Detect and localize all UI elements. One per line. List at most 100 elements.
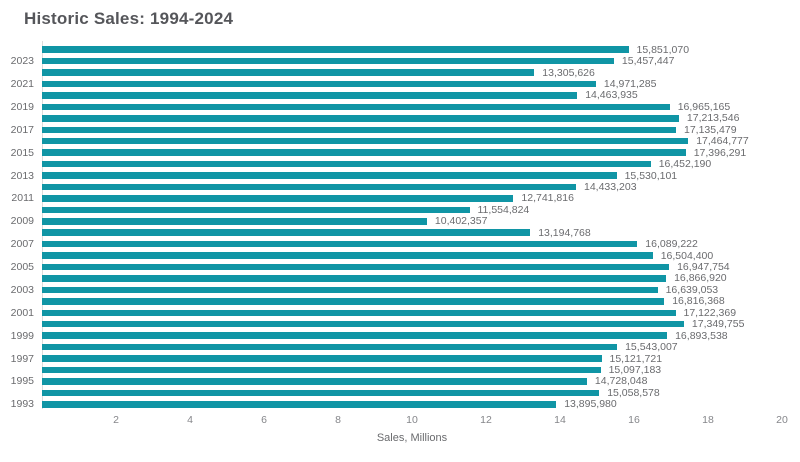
bar-2010: [42, 206, 470, 214]
chart-title: Historic Sales: 1994-2024: [24, 9, 234, 28]
value-label-1996: 15,097,183: [608, 363, 662, 376]
bar-2019: [42, 103, 670, 111]
bar-row-1997: 1997 15,121,721: [0, 352, 800, 365]
value-label-2002: 16,816,368: [672, 295, 725, 308]
bar-row-1998: 15,543,007: [0, 341, 800, 354]
bar-1997: [42, 355, 602, 362]
bar-1993: [42, 401, 557, 408]
bar-2024: [42, 46, 629, 53]
bar-2011: [42, 195, 514, 202]
value-label-2017: 17,135,479: [684, 123, 737, 136]
bar-row-2022: 13,305,626: [0, 67, 800, 79]
value-label-2023: 15,457,447: [621, 55, 675, 68]
bar-row-1996: 15,097,183: [0, 363, 800, 376]
bar-2020: [42, 92, 578, 99]
x-tick-4: 4: [187, 414, 193, 426]
bar-2016: [42, 137, 689, 145]
bar-row-2013: 2013 15,530,101: [0, 169, 800, 182]
year-label-2017: 2017: [10, 123, 34, 136]
x-axis-ticks: 2 4 6 8 10 12 14 16 18 20: [0, 414, 800, 428]
bar-2021: [42, 80, 596, 88]
value-label-1994: 15,058,578: [607, 386, 660, 399]
bar-row-2017: 2017 17,135,479: [0, 123, 800, 136]
value-label-2019: 16,965,165: [677, 100, 731, 113]
value-label-1997: 15,121,721: [609, 352, 663, 365]
value-label-1993: 13,895,980: [564, 398, 617, 411]
bar-row-2020: 14,463,935: [0, 89, 800, 102]
bar-2013: [42, 172, 617, 179]
bar-2005: [42, 263, 670, 271]
bar-row-2015: 2015 17,396,291: [0, 146, 800, 159]
x-axis-title: Sales, Millions: [376, 432, 448, 444]
value-label-2016: 17,464,777: [696, 135, 749, 148]
year-label-2009: 2009: [10, 215, 34, 228]
bar-row-2001: 2001 17,122,369: [0, 306, 800, 319]
bar-row-2011: 2011 12,741,816: [0, 192, 800, 205]
bar-row-2007: 2007 16,089,222: [0, 238, 800, 251]
bar-2003: [42, 286, 658, 294]
bar-2014: [42, 160, 651, 168]
bar-row-2000: 17,349,755: [0, 318, 800, 331]
year-label-2019: 2019: [10, 100, 34, 113]
bar-row-2016: 17,464,777: [0, 135, 800, 148]
year-label-1993: 1993: [10, 398, 34, 411]
bar-row-2019: 2019 16,965,165: [0, 100, 800, 113]
bar-2002: [42, 298, 665, 305]
value-label-2021: 14,971,285: [603, 78, 657, 91]
bar-row-2002: 16,816,368: [0, 295, 800, 308]
x-tick-20: 20: [776, 414, 788, 426]
bar-row-2003: 2003 16,639,053: [0, 283, 800, 296]
bar-2004: [42, 275, 667, 282]
value-label-2015: 17,396,291: [693, 146, 747, 159]
bar-row-1995: 1995 14,728,048: [0, 375, 800, 388]
value-label-2007: 16,089,222: [645, 238, 698, 251]
year-label-2013: 2013: [10, 169, 34, 182]
value-label-2003: 16,639,053: [665, 283, 719, 296]
bar-row-2010: 11,554,824: [0, 203, 800, 216]
bar-row-2012: 14,433,203: [0, 181, 800, 193]
bar-2001: [42, 309, 676, 317]
bar-2000: [42, 320, 684, 328]
year-label-1995: 1995: [10, 375, 34, 388]
bar-2012: [42, 183, 576, 191]
bar-1994: [42, 389, 600, 397]
x-tick-10: 10: [406, 414, 418, 426]
bar-1995: [42, 378, 587, 385]
bar-row-2005: 2005 16,947,754: [0, 261, 800, 274]
bar-2006: [42, 252, 653, 259]
bar-row-1999: 1999 16,893,538: [0, 329, 800, 342]
year-label-1997: 1997: [10, 352, 34, 365]
value-label-2014: 16,452,190: [658, 158, 712, 171]
bar-1996: [42, 366, 601, 374]
value-label-2018: 17,213,546: [686, 112, 740, 125]
bar-row-2014: 16,452,190: [0, 158, 800, 171]
bar-row-2024: 15,851,070: [0, 43, 800, 56]
bar-2007: [42, 240, 638, 248]
value-label-2011: 12,741,816: [521, 192, 574, 205]
value-label-2024: 15,851,070: [636, 43, 690, 56]
bar-row-2009: 2009 10,402,357: [0, 215, 800, 228]
bar-row-2008: 13,194,768: [0, 227, 800, 239]
bar-row-2023: 2023 15,457,447: [0, 55, 800, 68]
value-label-1999: 16,893,538: [675, 329, 728, 342]
x-tick-8: 8: [335, 414, 341, 426]
x-tick-6: 6: [261, 414, 267, 426]
value-label-2010: 11,554,824: [477, 203, 530, 216]
value-label-2006: 16,504,400: [660, 249, 714, 262]
bar-2015: [42, 149, 686, 156]
year-label-2011: 2011: [11, 192, 34, 205]
bar-row-2004: 16,866,920: [0, 272, 800, 285]
value-label-2000: 17,349,755: [691, 318, 745, 331]
value-label-2005: 16,947,754: [677, 261, 730, 274]
value-label-2001: 17,122,369: [683, 306, 737, 319]
bar-row-1994: 15,058,578: [0, 386, 800, 399]
year-label-2003: 2003: [10, 283, 34, 296]
value-label-2004: 16,866,920: [674, 272, 727, 285]
x-tick-16: 16: [628, 414, 640, 426]
value-label-1998: 15,543,007: [625, 341, 678, 354]
value-label-2020: 14,463,935: [585, 89, 638, 102]
bar-2008: [42, 229, 531, 236]
value-label-1995: 14,728,048: [594, 375, 648, 388]
year-label-2023: 2023: [10, 55, 34, 68]
bar-row-2006: 16,504,400: [0, 249, 800, 262]
